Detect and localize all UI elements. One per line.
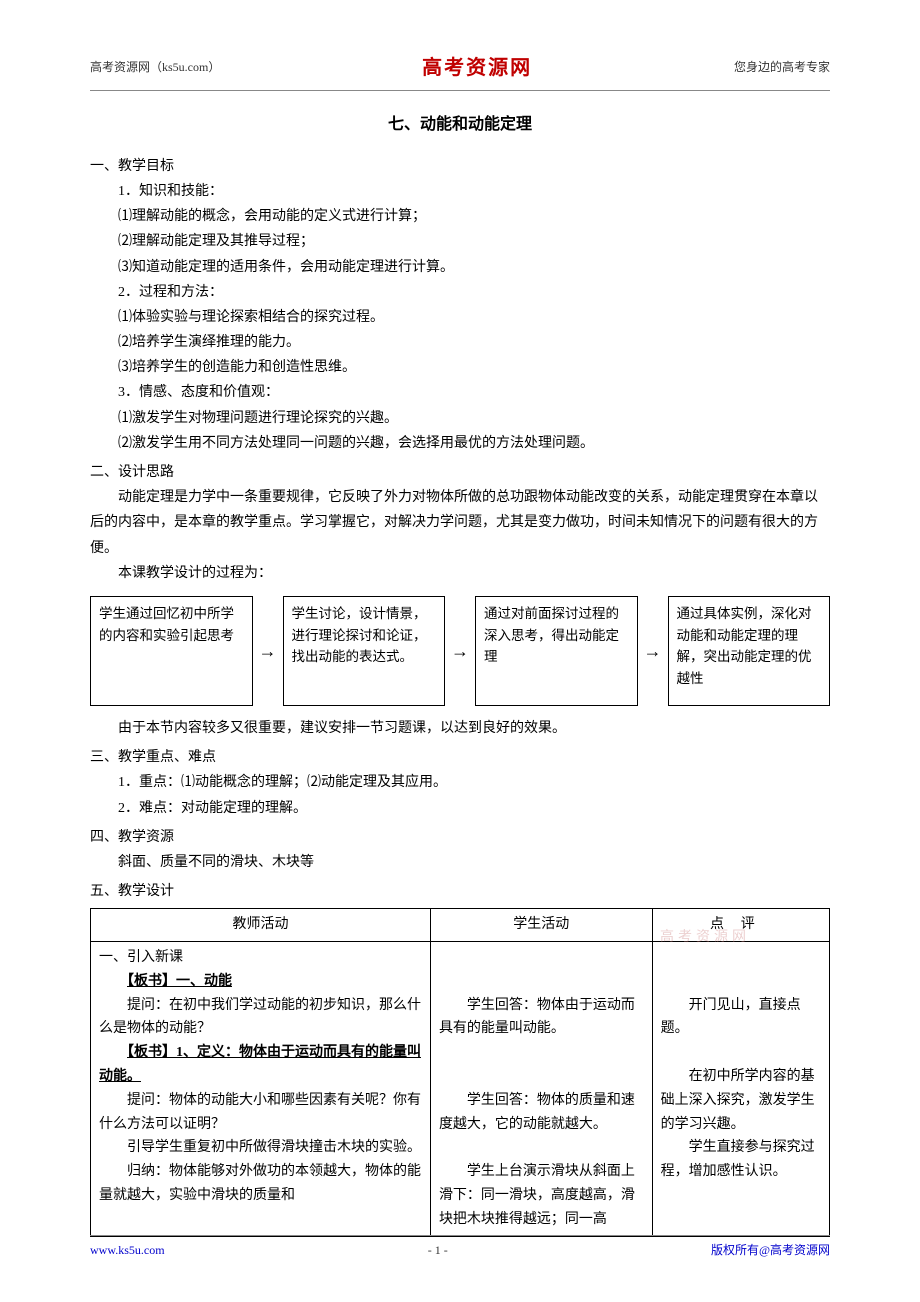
sec1-p2-2: ⑵培养学生演绎推理的能力。 <box>118 330 830 355</box>
sec1-p1-1: ⑴理解动能的概念，会用动能的定义式进行计算； <box>118 204 830 229</box>
cell-teacher: 一、引入新课 【板书】一、动能 提问：在初中我们学过动能的初步知识，那么什么是物… <box>91 942 431 1237</box>
student-blank <box>439 1065 644 1089</box>
comment-c2: 在初中所学内容的基础上深入探究，激发学生的学习兴趣。 <box>661 1065 821 1136</box>
table-header-row: 教师活动 学生活动 点评 <box>91 909 830 942</box>
header-row: 高考资源网（ks5u.com） 高考资源网 您身边的高考专家 <box>90 50 830 91</box>
arrow-icon: → <box>638 635 668 667</box>
teacher-b2: 【板书】1、定义：物体由于运动而具有的能量叫动能。 <box>99 1041 422 1089</box>
sec2-para1: 动能定理是力学中一条重要规律，它反映了外力对物体所做的总功跟物体动能改变的关系，… <box>90 485 830 561</box>
comment-c3: 学生直接参与探究过程，增加感性认识。 <box>661 1136 821 1184</box>
sec3-head: 三、教学重点、难点 <box>90 745 830 770</box>
teacher-l4: 引导学生重复初中所做得滑块撞击木块的实验。 <box>99 1136 422 1160</box>
student-blank <box>439 1136 644 1160</box>
student-s2: 学生回答：物体的质量和速度越大，它的动能就越大。 <box>439 1089 644 1137</box>
teacher-b1: 【板书】一、动能 <box>99 970 422 994</box>
flow-box-4: 通过具体实例，深化对动能和动能定理的理解，突出动能定理的优越性 <box>668 596 831 706</box>
board-text: 【板书】1、定义：物体由于运动而具有的能量叫动能。 <box>99 1045 421 1084</box>
teacher-l2: 提问：在初中我们学过动能的初步知识，那么什么是物体的动能？ <box>99 994 422 1042</box>
sec4-p1: 斜面、质量不同的滑块、木块等 <box>118 850 830 875</box>
teacher-l1: 一、引入新课 <box>99 946 422 970</box>
student-blank <box>439 946 644 970</box>
th-teacher: 教师活动 <box>91 909 431 942</box>
flow-box-1: 学生通过回忆初中所学的内容和实验引起思考 <box>90 596 253 706</box>
sec1-p3-1: ⑴激发学生对物理问题进行理论探究的兴趣。 <box>118 406 830 431</box>
page: 高考资源网（ks5u.com） 高考资源网 您身边的高考专家 七、动能和动能定理… <box>0 0 920 1302</box>
footer-page-number: - 1 - <box>428 1240 448 1262</box>
th-student: 学生活动 <box>430 909 652 942</box>
th-comment: 点评 <box>652 909 829 942</box>
design-table: 教师活动 学生活动 点评 一、引入新课 【板书】一、动能 提问：在初中我们学过动… <box>90 908 830 1236</box>
flowchart: 学生通过回忆初中所学的内容和实验引起思考 → 学生讨论，设计情景，进行理论探讨和… <box>90 596 830 706</box>
cell-comment: 开门见山，直接点题。 在初中所学内容的基础上深入探究，激发学生的学习兴趣。 学生… <box>652 942 829 1237</box>
sec1-p1: 1．知识和技能： <box>118 179 830 204</box>
flow-box-2: 学生讨论，设计情景，进行理论探讨和论证，找出动能的表达式。 <box>283 596 446 706</box>
sec3-body: 1．重点：⑴动能概念的理解；⑵动能定理及其应用。 2．难点：对动能定理的理解。 <box>90 770 830 820</box>
sec1-p2-1: ⑴体验实验与理论探索相结合的探究过程。 <box>118 305 830 330</box>
student-blank <box>439 1041 644 1065</box>
arrow-icon: → <box>253 635 283 667</box>
sec1-p1-3: ⑶知道动能定理的适用条件，会用动能定理进行计算。 <box>118 255 830 280</box>
sec3-p2: 2．难点：对动能定理的理解。 <box>118 796 830 821</box>
sec1-body: 1．知识和技能： ⑴理解动能的概念，会用动能的定义式进行计算； ⑵理解动能定理及… <box>90 179 830 456</box>
comment-blank <box>661 970 821 994</box>
sec2-head: 二、设计思路 <box>90 460 830 485</box>
table-row: 一、引入新课 【板书】一、动能 提问：在初中我们学过动能的初步知识，那么什么是物… <box>91 942 830 1237</box>
sec1-head: 一、教学目标 <box>90 154 830 179</box>
student-s3: 学生上台演示滑块从斜面上滑下：同一滑块，高度越高，滑块把木块推得越远；同一高 <box>439 1160 644 1231</box>
comment-blank <box>661 946 821 970</box>
header-left: 高考资源网（ks5u.com） <box>90 57 220 79</box>
board-text: 【板书】一、动能 <box>127 974 232 989</box>
page-title: 七、动能和动能定理 <box>90 111 830 140</box>
student-blank <box>439 970 644 994</box>
sec4-head: 四、教学资源 <box>90 825 830 850</box>
student-s1: 学生回答：物体由于运动而具有的能量叫动能。 <box>439 994 644 1042</box>
sec3-p1: 1．重点：⑴动能概念的理解；⑵动能定理及其应用。 <box>118 770 830 795</box>
sec2-after: 由于本节内容较多又很重要，建议安排一节习题课，以达到良好的效果。 <box>90 716 830 741</box>
sec4-body: 斜面、质量不同的滑块、木块等 <box>90 850 830 875</box>
comment-c1: 开门见山，直接点题。 <box>661 994 821 1042</box>
header-right: 您身边的高考专家 <box>734 57 830 79</box>
arrow-icon: → <box>445 635 475 667</box>
cell-student: 学生回答：物体由于运动而具有的能量叫动能。 学生回答：物体的质量和速度越大，它的… <box>430 942 652 1237</box>
comment-blank <box>661 1041 821 1065</box>
teacher-l5: 归纳：物体能够对外做功的本领越大，物体的能量就越大，实验中滑块的质量和 <box>99 1160 422 1208</box>
sec1-p2-3: ⑶培养学生的创造能力和创造性思维。 <box>118 355 830 380</box>
footer-right: 版权所有@高考资源网 <box>711 1240 830 1262</box>
sec2-para2: 本课教学设计的过程为： <box>90 561 830 586</box>
sec5-head: 五、教学设计 <box>90 879 830 904</box>
sec1-p3-2: ⑵激发学生用不同方法处理同一问题的兴趣，会选择用最优的方法处理问题。 <box>118 431 830 456</box>
sec1-p3: 3．情感、态度和价值观： <box>118 380 830 405</box>
footer-left: www.ks5u.com <box>90 1240 165 1262</box>
footer-row: www.ks5u.com - 1 - 版权所有@高考资源网 <box>90 1235 830 1262</box>
teacher-l3: 提问：物体的动能大小和哪些因素有关呢？你有什么方法可以证明？ <box>99 1089 422 1137</box>
header-center-logo: 高考资源网 <box>422 50 532 86</box>
sec1-p1-2: ⑵理解动能定理及其推导过程； <box>118 229 830 254</box>
flow-box-3: 通过对前面探讨过程的深入思考，得出动能定理 <box>475 596 638 706</box>
sec1-p2: 2．过程和方法： <box>118 280 830 305</box>
